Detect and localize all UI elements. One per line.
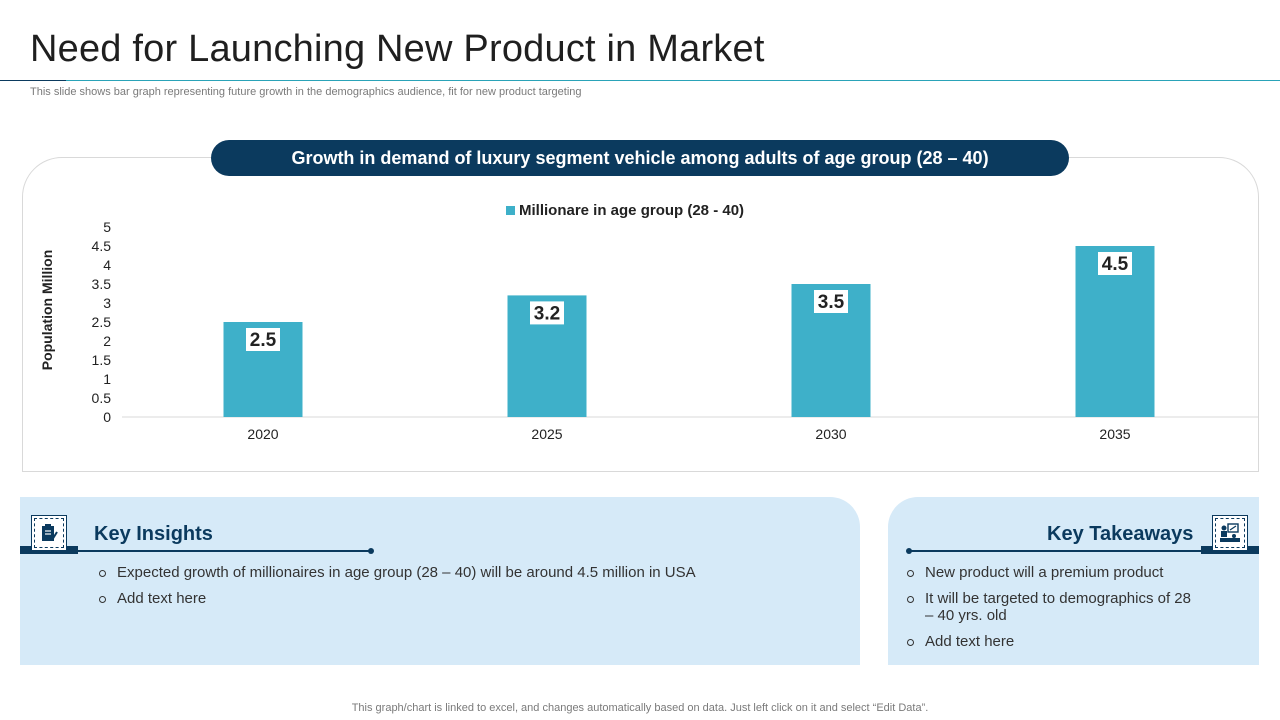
key-takeaways-heading: Key Takeaways bbox=[1047, 523, 1194, 545]
data-label: 3.5 bbox=[818, 292, 845, 313]
x-tick-label: 2030 bbox=[815, 426, 846, 442]
y-tick-label: 0.5 bbox=[92, 390, 112, 406]
y-axis-label: Population Million bbox=[39, 250, 55, 371]
data-label-bg bbox=[1098, 252, 1132, 275]
data-label-bg bbox=[814, 290, 848, 313]
y-axis-ticks: 0 0.5 1 1.5 2 2.5 3 3.5 4 4.5 5 bbox=[92, 219, 112, 425]
insights-divider bbox=[78, 550, 371, 552]
x-tick-label: 2025 bbox=[531, 426, 562, 442]
takeaways-list: New product will a premium product It wi… bbox=[905, 564, 1195, 659]
bars bbox=[223, 246, 1155, 417]
key-insights-card bbox=[20, 497, 860, 665]
data-label: 2.5 bbox=[250, 330, 277, 351]
y-tick-label: 2.5 bbox=[92, 314, 112, 330]
chart-banner: Growth in demand of luxury segment vehic… bbox=[211, 140, 1069, 176]
legend-swatch bbox=[506, 206, 515, 215]
y-tick-label: 1.5 bbox=[92, 352, 112, 368]
y-tick-label: 3 bbox=[103, 295, 111, 311]
y-tick-label: 3.5 bbox=[92, 276, 112, 292]
chart-legend: Millionare in age group (28 - 40) bbox=[506, 202, 744, 219]
y-tick-label: 1 bbox=[103, 371, 111, 387]
key-takeaways-card bbox=[888, 497, 1259, 665]
title-rule bbox=[66, 80, 1280, 81]
legend-label: Millionare in age group (28 - 40) bbox=[519, 202, 744, 219]
x-tick-label: 2020 bbox=[247, 426, 278, 442]
y-tick-label: 0 bbox=[103, 409, 111, 425]
y-tick-label: 5 bbox=[103, 219, 111, 235]
key-insights-heading: Key Insights bbox=[94, 523, 213, 545]
bar-chart[interactable]: Millionare in age group (28 - 40) Popula… bbox=[0, 0, 1280, 480]
data-label: 4.5 bbox=[1102, 254, 1129, 275]
page-subtitle: This slide shows bar graph representing … bbox=[30, 86, 582, 98]
list-item: Add text here bbox=[97, 590, 837, 607]
list-item: New product will a premium product bbox=[905, 564, 1195, 581]
takeaways-divider bbox=[908, 550, 1201, 552]
y-tick-label: 2 bbox=[103, 333, 111, 349]
x-tick-label: 2035 bbox=[1099, 426, 1130, 442]
data-label-bg bbox=[530, 301, 564, 325]
list-item: It will be targeted to demographics of 2… bbox=[905, 590, 1195, 624]
list-item: Add text here bbox=[905, 633, 1195, 650]
insights-list: Expected growth of millionaires in age g… bbox=[97, 564, 837, 616]
y-tick-label: 4.5 bbox=[92, 238, 112, 254]
page-title: Need for Launching New Product in Market bbox=[30, 28, 765, 70]
list-item: Expected growth of millionaires in age g… bbox=[97, 564, 837, 581]
footnote: This graph/chart is linked to excel, and… bbox=[351, 702, 929, 714]
people-presentation-icon bbox=[1220, 523, 1240, 542]
takeaways-divider-dot bbox=[906, 548, 912, 554]
data-label: 3.2 bbox=[534, 303, 560, 324]
clipboard-pen-icon bbox=[42, 524, 58, 541]
insights-divider-dot bbox=[368, 548, 374, 554]
takeaways-icon-box bbox=[1212, 515, 1248, 551]
insights-icon-box bbox=[31, 515, 67, 551]
y-tick-label: 4 bbox=[103, 257, 111, 273]
x-axis-ticks: 2020 2025 2030 2035 bbox=[247, 426, 1130, 442]
data-labels: 2.5 3.2 3.5 4.5 bbox=[246, 252, 1132, 351]
data-label-bg bbox=[246, 328, 280, 351]
title-rule-accent bbox=[0, 80, 66, 81]
